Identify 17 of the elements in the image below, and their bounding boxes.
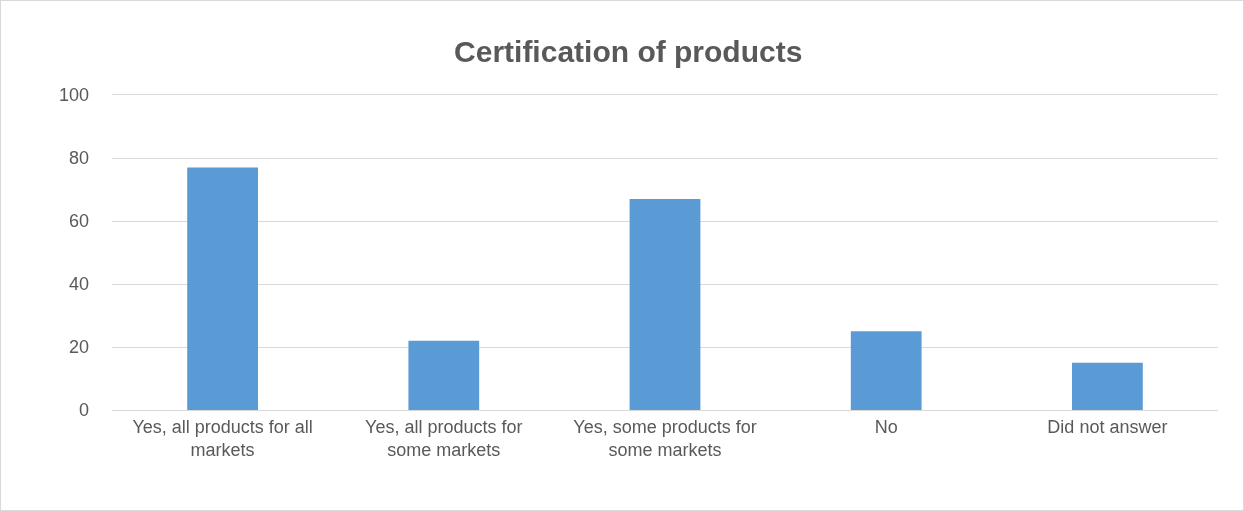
chart-title: Certification of products: [454, 35, 803, 69]
bar: [187, 167, 258, 410]
y-tick-label: 80: [68, 148, 89, 169]
y-tick-label: 60: [68, 211, 89, 232]
x-tick-label: Yes, some products for some markets: [573, 416, 757, 460]
bar: [629, 198, 701, 410]
bar: [1072, 362, 1143, 410]
y-tick-label: 40: [68, 274, 89, 295]
y-tick-label: 100: [58, 85, 89, 106]
x-tick-label: Did not answer: [1047, 416, 1168, 437]
x-tick-label: Yes, all products for all markets: [132, 416, 313, 460]
x-tick-label: No: [874, 416, 898, 437]
bar: [408, 340, 480, 410]
y-tick-label: 20: [68, 337, 89, 358]
bar: [850, 331, 922, 410]
y-tick-label: 0: [78, 400, 89, 421]
x-tick-label: Yes, all products for some markets: [365, 416, 523, 460]
